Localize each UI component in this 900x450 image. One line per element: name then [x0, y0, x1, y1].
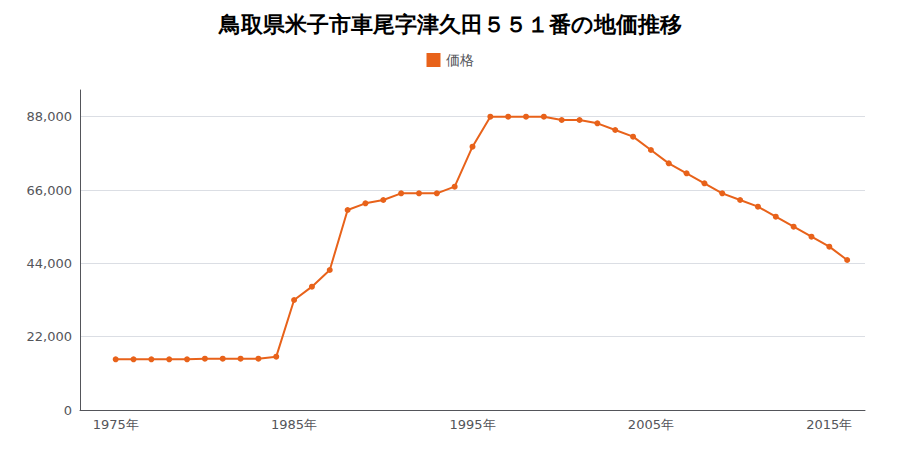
- svg-text:1975年: 1975年: [93, 417, 139, 432]
- svg-text:0: 0: [64, 403, 72, 418]
- svg-text:66,000: 66,000: [27, 183, 73, 198]
- svg-text:鳥取県米子市車尾字津久田５５１番の地価推移: 鳥取県米子市車尾字津久田５５１番の地価推移: [218, 12, 682, 37]
- svg-text:22,000: 22,000: [27, 329, 73, 344]
- svg-text:1995年: 1995年: [449, 417, 495, 432]
- svg-text:44,000: 44,000: [27, 256, 73, 271]
- svg-text:2005年: 2005年: [628, 417, 674, 432]
- svg-text:2015年: 2015年: [806, 417, 852, 432]
- svg-text:1985年: 1985年: [271, 417, 317, 432]
- svg-text:価格: 価格: [446, 52, 474, 68]
- svg-text:88,000: 88,000: [27, 109, 73, 124]
